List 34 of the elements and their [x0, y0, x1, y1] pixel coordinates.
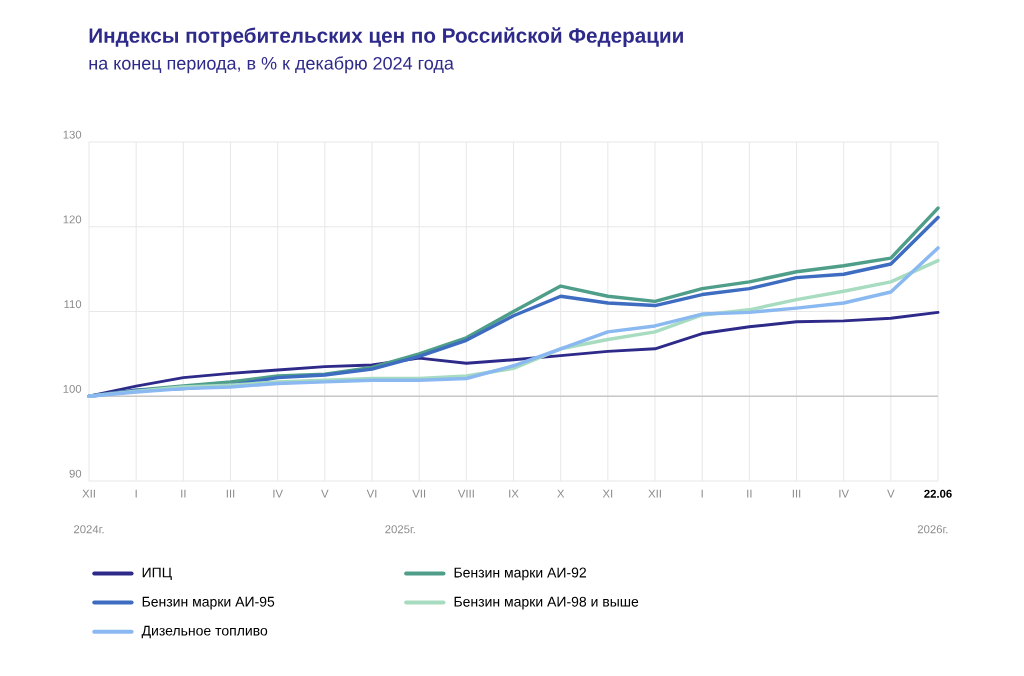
- x-tick-label: IX: [509, 489, 519, 498]
- y-tick-label: 130: [63, 130, 82, 139]
- legend-label: Бензин марки АИ-95: [142, 596, 275, 610]
- x-tick-label: II: [181, 489, 186, 498]
- x-tick-label: III: [226, 489, 235, 498]
- text: 2024г.: [74, 525, 104, 534]
- legend-label: ИПЦ: [142, 567, 172, 581]
- text: 2026г.: [917, 525, 948, 534]
- legend-label: Бензин марки АИ-92: [454, 567, 586, 581]
- x-tick-label: I: [701, 489, 703, 498]
- text: 2025г.: [385, 525, 415, 534]
- y-tick-label: 90: [69, 469, 82, 478]
- x-tick-label: III: [792, 489, 801, 498]
- x-tick-label: V: [321, 489, 329, 498]
- x-tick-label: X: [557, 489, 565, 498]
- y-tick-label: 110: [64, 300, 82, 309]
- chart-title: Индексы потребительских цен по Российской Федерации: [89, 27, 683, 47]
- x-tick-label: 22.06: [924, 489, 952, 498]
- x-tick-label: VI: [366, 489, 377, 498]
- x-tick-label: XI: [602, 489, 613, 498]
- x-tick-label: VIII: [457, 489, 474, 498]
- x-tick-label: II: [747, 489, 752, 498]
- y-tick-label: 120: [63, 215, 82, 224]
- x-tick-label: VII: [412, 489, 426, 498]
- x-tick-label: XII: [82, 489, 95, 498]
- chart-subtitle: на конец периода, в % к декабрю 2024 года: [89, 56, 454, 74]
- x-tick-label: I: [135, 489, 137, 498]
- x-tick-label: V: [887, 489, 895, 498]
- y-tick-label: 100: [63, 384, 82, 393]
- legend-label: Бензин марки АИ-98 и выше: [454, 596, 639, 610]
- legend-label: Дизельное топливо: [141, 625, 268, 639]
- x-tick-label: XII: [648, 489, 661, 498]
- x-tick-label: IV: [273, 489, 283, 498]
- x-tick-label: IV: [839, 489, 849, 498]
